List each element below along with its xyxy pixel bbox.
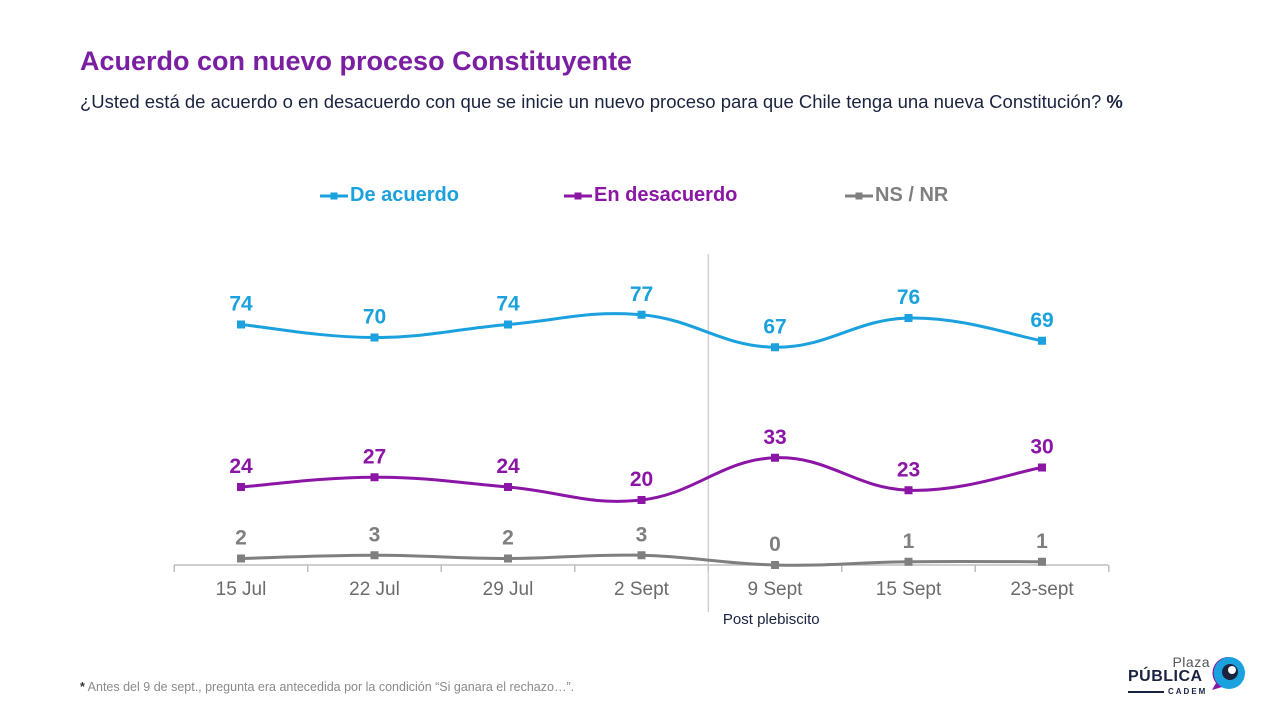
legend-swatch-ns-nr	[845, 192, 873, 199]
x-tick-label: 29 Jul	[483, 579, 534, 600]
legend-swatch-en-desacuerdo	[564, 192, 592, 199]
data-label-en-desacuerdo: 30	[1030, 436, 1053, 459]
data-point-de-acuerdo	[237, 320, 245, 329]
x-tick-label: 9 Sept	[748, 579, 804, 600]
data-point-en-desacuerdo	[237, 483, 245, 491]
legend-item-de-acuerdo: De acuerdo	[320, 184, 459, 207]
data-point-en-desacuerdo	[1038, 463, 1046, 472]
data-label-en-desacuerdo: 27	[363, 445, 386, 468]
data-label-de-acuerdo: 74	[496, 293, 520, 316]
subtitle-unit: %	[1106, 91, 1123, 112]
data-label-ns-nr: 3	[636, 523, 648, 546]
data-label-ns-nr: 1	[1036, 530, 1048, 553]
x-tick-label: 23-sept	[1010, 579, 1074, 600]
x-tick-label: 22 Jul	[349, 579, 400, 600]
data-point-ns-nr	[904, 557, 913, 566]
data-label-en-desacuerdo: 33	[763, 426, 786, 449]
logo-cadem-text: CADEM	[1168, 687, 1208, 696]
data-label-ns-nr: 2	[235, 527, 247, 550]
legend-swatch-de-acuerdo	[320, 192, 348, 199]
x-tick-label: 2 Sept	[614, 579, 670, 600]
logo-publica-text: PÚBLICA	[1128, 668, 1203, 685]
data-label-en-desacuerdo: 24	[229, 455, 253, 478]
chart-subtitle: ¿Usted está de acuerdo o en desacuerdo c…	[80, 91, 1140, 113]
data-point-ns-nr	[370, 551, 379, 560]
data-label-de-acuerdo: 77	[630, 283, 653, 306]
data-label-de-acuerdo: 74	[229, 293, 253, 316]
data-point-ns-nr	[237, 554, 245, 563]
footnote: * Antes del 9 de sept., pregunta era ant…	[80, 680, 574, 694]
data-point-en-desacuerdo	[504, 483, 512, 491]
chart-title: Acuerdo con nuevo proceso Constituyente	[80, 46, 633, 76]
x-tick-label: 15 Jul	[216, 579, 267, 600]
logo-mark-icon	[1212, 656, 1245, 690]
data-label-de-acuerdo: 70	[363, 306, 386, 329]
data-point-en-desacuerdo	[370, 473, 379, 482]
plaza-publica-logo: Plaza PÚBLICA CADEM	[1126, 654, 1248, 698]
x-tick-label: 15 Sept	[876, 579, 942, 600]
legend-label-ns-nr: NS / NR	[875, 184, 949, 206]
data-point-de-acuerdo	[904, 314, 913, 322]
data-point-de-acuerdo	[504, 320, 512, 329]
footnote-marker: *	[80, 680, 85, 694]
data-label-ns-nr: 3	[369, 523, 381, 546]
data-point-en-desacuerdo	[771, 453, 779, 462]
data-point-ns-nr	[1038, 557, 1046, 566]
data-point-de-acuerdo	[1038, 336, 1046, 345]
data-label-de-acuerdo: 67	[763, 315, 786, 338]
data-point-de-acuerdo	[771, 343, 779, 352]
data-point-de-acuerdo	[370, 333, 379, 342]
footnote-text: Antes del 9 de sept., pregunta era antec…	[87, 680, 575, 694]
legend-item-ns-nr: NS / NR	[845, 184, 948, 207]
data-label-en-desacuerdo: 24	[496, 455, 520, 478]
data-point-ns-nr	[771, 561, 779, 569]
data-label-en-desacuerdo: 23	[897, 458, 920, 481]
logo-underline	[1128, 691, 1164, 693]
legend-label-de-acuerdo: De acuerdo	[350, 184, 459, 206]
legend-label-en-desacuerdo: En desacuerdo	[594, 184, 738, 206]
data-label-ns-nr: 1	[903, 530, 915, 553]
post-plebiscito-label: Post plebiscito	[723, 611, 820, 628]
data-point-en-desacuerdo	[637, 496, 646, 504]
data-point-en-desacuerdo	[904, 486, 913, 495]
data-label-en-desacuerdo: 20	[630, 468, 653, 491]
logo-plaza-text: Plaza	[1172, 654, 1210, 670]
data-label-ns-nr: 2	[502, 527, 514, 550]
data-label-de-acuerdo: 69	[1030, 309, 1053, 332]
subtitle-question: ¿Usted está de acuerdo o en desacuerdo c…	[80, 91, 1102, 112]
data-label-de-acuerdo: 76	[897, 286, 920, 309]
data-label-ns-nr: 0	[769, 533, 781, 556]
data-point-ns-nr	[637, 551, 646, 560]
data-point-de-acuerdo	[637, 310, 646, 319]
legend-item-en-desacuerdo: En desacuerdo	[564, 184, 737, 207]
chart-legend: De acuerdo En desacuerdo NS / NR	[0, 184, 1278, 214]
data-point-ns-nr	[504, 554, 512, 563]
